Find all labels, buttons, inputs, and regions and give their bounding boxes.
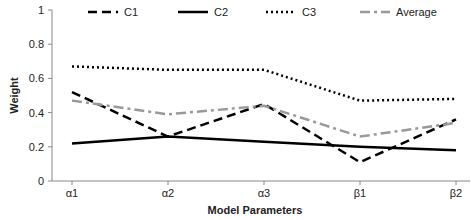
y-tick	[48, 146, 52, 147]
legend-label: C2	[214, 6, 228, 18]
legend-label: C1	[124, 6, 138, 18]
y-tick-label: 0.8	[29, 38, 44, 50]
series-line	[72, 66, 456, 100]
x-tick-label: β2	[450, 187, 462, 199]
x-tick-label: β1	[354, 187, 366, 199]
legend-swatch	[360, 11, 390, 14]
y-tick-label: 0	[38, 175, 44, 187]
y-tick	[48, 181, 52, 182]
x-tick-label: α2	[162, 187, 174, 199]
y-tick	[48, 112, 52, 113]
y-tick-label: 0.4	[29, 107, 44, 119]
chart: 0 0.2 0.4 0.6 0.8 1 α1 α2 α3 β1 β2 Model Parameters…	[0, 0, 471, 220]
series-line	[72, 137, 456, 151]
x-tick	[456, 181, 457, 185]
plot-area	[72, 66, 456, 162]
legend-swatch	[178, 11, 208, 14]
x-tick-label: α3	[258, 187, 270, 199]
legend-label: Average	[396, 6, 437, 18]
y-tick	[48, 10, 52, 11]
y-tick	[48, 44, 52, 45]
series-line	[72, 101, 456, 137]
y-tick-label: 0.6	[29, 72, 44, 84]
series-line	[72, 92, 456, 162]
y-tick-label: 0.2	[29, 141, 44, 153]
x-tick	[360, 181, 361, 185]
y-tick-label: 1	[38, 4, 44, 16]
legend-swatch	[266, 11, 296, 14]
y-tick	[48, 78, 52, 79]
y-axis-label: Weight	[8, 77, 20, 114]
legend-label: C3	[302, 6, 316, 18]
x-tick	[168, 181, 169, 185]
x-tick-label: α1	[66, 187, 78, 199]
x-axis-label: Model Parameters	[208, 204, 303, 216]
legend-swatch	[88, 11, 118, 14]
x-axis	[52, 181, 470, 182]
x-tick	[72, 181, 73, 185]
x-tick	[264, 181, 265, 185]
y-axis	[52, 10, 53, 181]
